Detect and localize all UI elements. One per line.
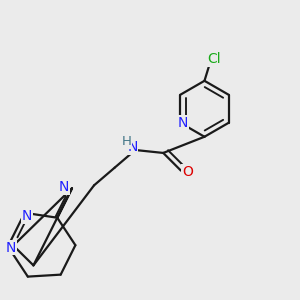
Text: N: N <box>127 140 137 154</box>
Text: N: N <box>58 180 69 194</box>
Text: Cl: Cl <box>207 52 221 66</box>
Text: H: H <box>122 135 131 148</box>
Text: N: N <box>22 209 32 224</box>
Text: O: O <box>182 165 193 179</box>
Text: N: N <box>178 116 188 130</box>
Text: N: N <box>6 241 16 255</box>
